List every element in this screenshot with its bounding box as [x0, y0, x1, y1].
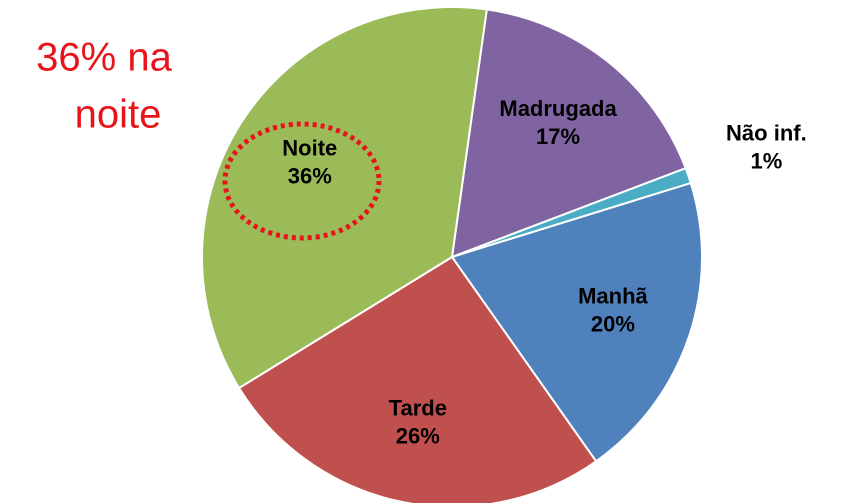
slice-label: Manhã: [578, 284, 648, 309]
pie-slice: [237, 255, 598, 503]
slice-value-label: 1%: [750, 149, 782, 174]
pie-slice: [450, 181, 703, 463]
slice-value-label: 36%: [288, 164, 332, 189]
slice-label: Tarde: [389, 395, 447, 420]
slice-label: Madrugada: [499, 96, 617, 121]
slice-value-label: 26%: [396, 423, 440, 448]
annotation: 36% na: [36, 36, 172, 80]
annotation: noite: [75, 93, 162, 137]
slice-label: Não inf.: [726, 121, 807, 146]
slice-value-label: 17%: [536, 124, 580, 149]
highlight-circle: [222, 121, 382, 241]
slice-label: Noite: [282, 136, 337, 161]
pie-slice: [450, 8, 687, 259]
pie: [201, 6, 703, 503]
pie-slice: [201, 6, 488, 390]
slice-value-label: 20%: [591, 312, 635, 337]
